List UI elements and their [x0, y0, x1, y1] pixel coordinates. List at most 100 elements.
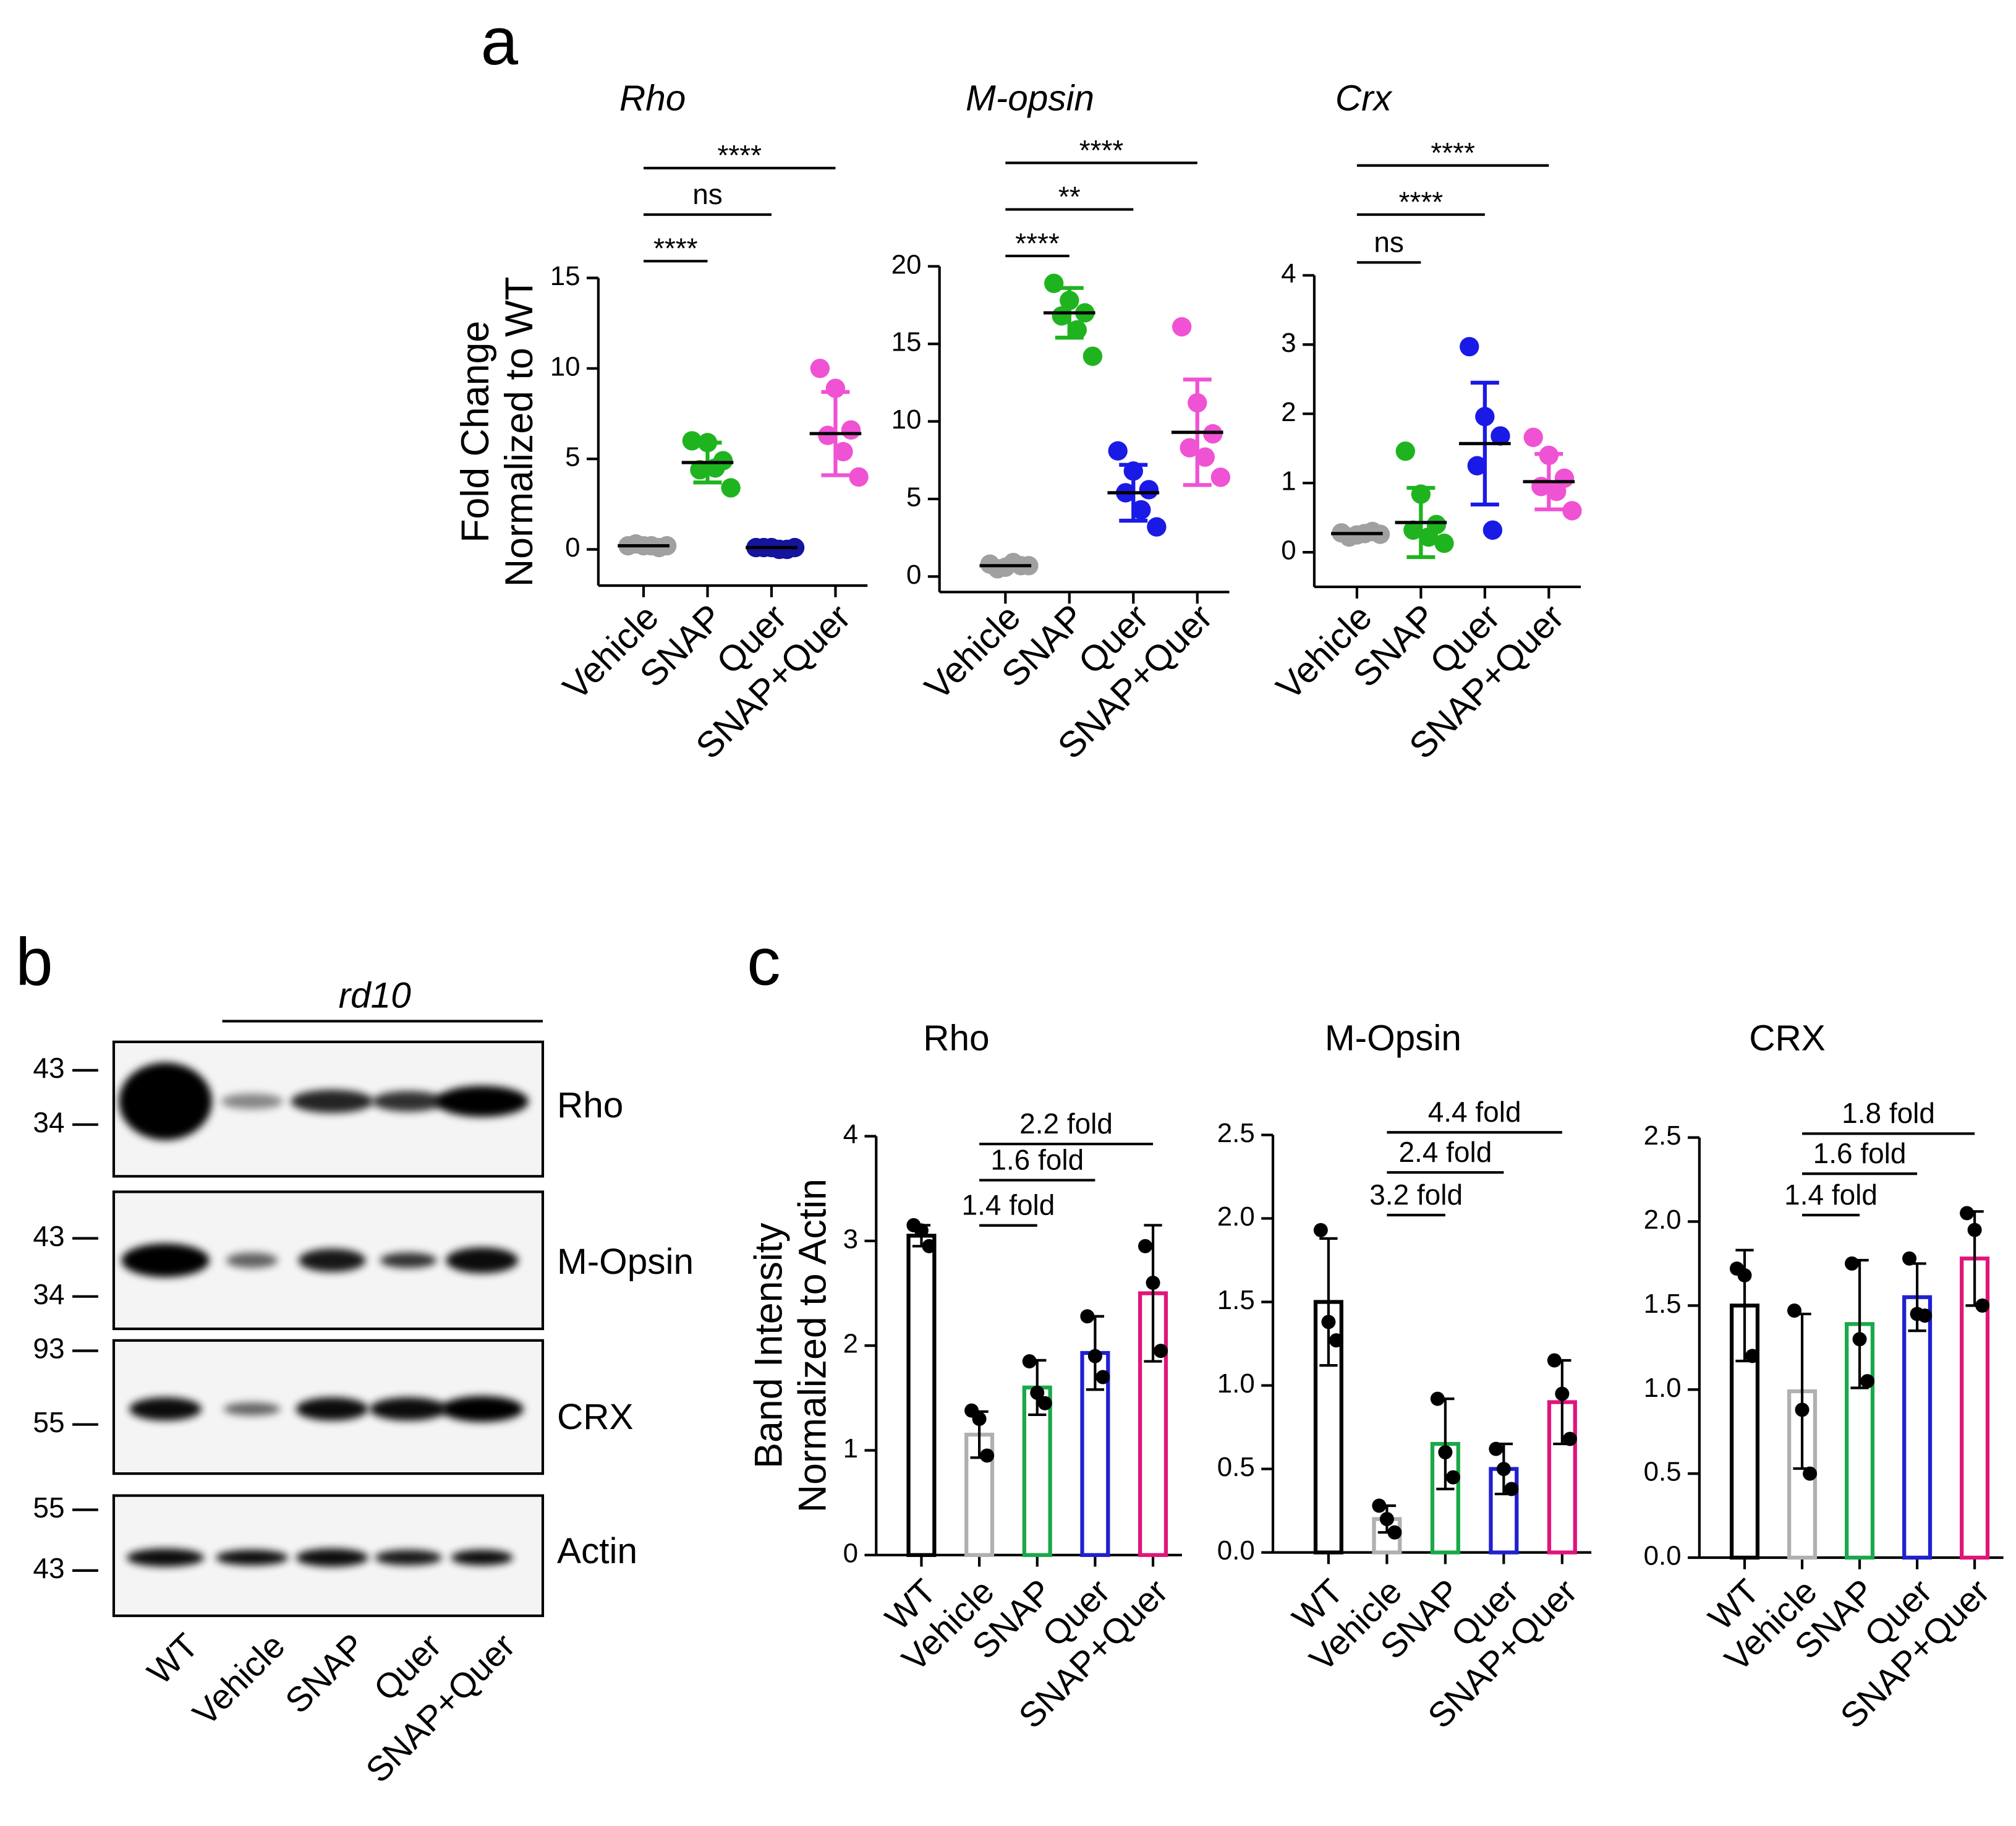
comparison-label: 2.4 fold [1398, 1136, 1492, 1168]
data-point [1108, 441, 1128, 461]
y-tick-label: 2.5 [1644, 1120, 1682, 1151]
data-point [1434, 533, 1454, 553]
mw-marker: 55 [33, 1491, 64, 1524]
data-point [1489, 1441, 1503, 1456]
data-point [922, 1239, 937, 1253]
data-point [1438, 1445, 1453, 1460]
protein-label: M-Opsin [557, 1242, 694, 1282]
data-point [1737, 1268, 1752, 1282]
blot-band [126, 1548, 205, 1567]
protein-label: Actin [557, 1531, 637, 1571]
chart-title: M-Opsin [1325, 1018, 1461, 1058]
data-point [1080, 1309, 1095, 1324]
y-tick-label: 0.0 [1217, 1535, 1255, 1566]
y-tick-label: 20 [891, 249, 922, 279]
y-tick-label: 0 [906, 560, 921, 590]
mw-marker: 55 [33, 1406, 64, 1438]
blot-band [380, 1252, 437, 1268]
y-axis-label: Fold Change [454, 321, 497, 543]
blot-band [216, 1550, 289, 1566]
bar [1902, 1295, 1933, 1560]
data-point [1379, 1512, 1394, 1527]
data-point [690, 460, 710, 480]
mw-marker: 43 [33, 1220, 64, 1252]
y-tick-label: 1.5 [1217, 1285, 1255, 1315]
y-tick-label: 0.5 [1644, 1457, 1682, 1487]
data-point [1460, 336, 1479, 357]
blot-band [298, 1248, 366, 1272]
y-tick-label: 2.0 [1217, 1201, 1255, 1232]
y-axis-label: Normalized to WT [498, 276, 541, 587]
data-point [721, 478, 741, 498]
y-tick-label: 1.0 [1644, 1373, 1682, 1403]
y-tick-label: 15 [550, 261, 581, 291]
y-tick-label: 1 [1281, 466, 1296, 497]
data-point [682, 431, 702, 451]
mw-marker: 43 [33, 1552, 64, 1584]
blot-band [121, 1244, 210, 1278]
blot-band [369, 1397, 448, 1421]
y-axis-label: Band Intensity [747, 1222, 791, 1469]
data-point [1547, 481, 1567, 501]
comparison-label: 1.8 fold [1842, 1097, 1935, 1129]
data-point [1555, 1386, 1570, 1401]
data-point [1044, 273, 1064, 293]
comparison-label: **** [717, 139, 762, 171]
chart-title: Rho [923, 1018, 989, 1058]
comparison-label: ns [1374, 226, 1404, 258]
data-point [1172, 317, 1192, 337]
mw-marker: 43 [33, 1052, 64, 1084]
data-point [1523, 427, 1543, 447]
comparison-label: **** [1431, 137, 1475, 169]
data-point [1482, 520, 1503, 540]
data-point [1403, 520, 1423, 540]
data-point [1967, 1222, 1982, 1237]
data-point [1022, 1354, 1037, 1369]
comparison-label: 1.4 fold [962, 1189, 1055, 1221]
data-point [1195, 447, 1215, 467]
data-point [1430, 1391, 1445, 1406]
y-tick-label: 3 [1281, 328, 1296, 358]
data-point [1387, 1525, 1402, 1540]
data-point [1037, 1396, 1052, 1410]
lane-label: WT [140, 1626, 206, 1692]
chart-title: Rho [619, 79, 686, 119]
y-tick-label: 0 [565, 532, 580, 563]
data-point [980, 1448, 995, 1463]
lane-label: SNAP [278, 1626, 372, 1720]
data-point [1372, 1498, 1387, 1513]
y-tick-label: 15 [891, 327, 922, 357]
y-tick-label: 0 [843, 1538, 858, 1568]
y-tick-label: 1.0 [1217, 1368, 1255, 1399]
data-point [1745, 1349, 1760, 1363]
y-tick-label: 5 [565, 442, 580, 472]
data-point [1087, 1349, 1102, 1363]
y-tick-label: 3 [843, 1224, 858, 1254]
data-point [1496, 1462, 1511, 1477]
data-point [1082, 346, 1103, 366]
comparison-label: 1.6 fold [1813, 1137, 1907, 1169]
y-tick-label: 5 [906, 482, 921, 513]
y-tick-label: 4 [1281, 258, 1296, 289]
data-point [1562, 501, 1582, 521]
lane-label: Vehicle [185, 1626, 292, 1733]
comparison-label: **** [1079, 134, 1124, 166]
data-point [810, 359, 830, 378]
data-point [1154, 1344, 1168, 1359]
chart-title: Crx [1335, 79, 1393, 119]
comparison-label: 2.2 fold [1019, 1107, 1113, 1140]
data-point [1960, 1206, 1975, 1221]
data-point [1445, 1470, 1460, 1485]
y-tick-label: 0.5 [1217, 1452, 1255, 1482]
y-tick-label: 2.5 [1217, 1118, 1255, 1148]
data-point [1030, 1385, 1045, 1400]
data-point [1052, 306, 1071, 326]
mw-marker: 93 [33, 1333, 64, 1365]
y-tick-label: 0.0 [1644, 1541, 1682, 1571]
y-tick-label: 0 [1281, 535, 1296, 566]
data-point [1131, 500, 1151, 520]
comparison-label: ** [1058, 181, 1081, 213]
data-point [1067, 320, 1087, 340]
blot-band [446, 1247, 519, 1274]
